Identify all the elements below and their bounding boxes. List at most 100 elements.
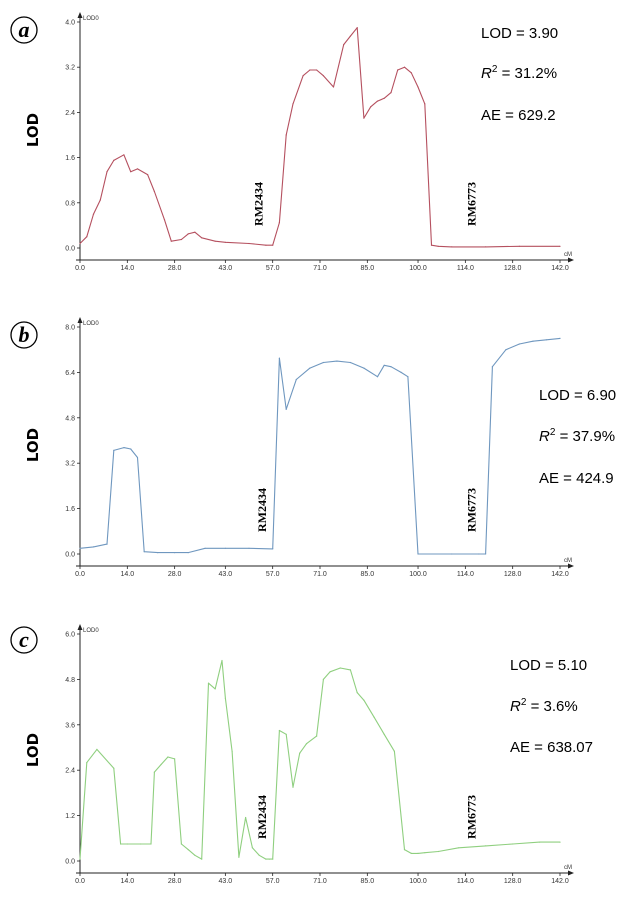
lod-curve-point xyxy=(248,242,250,245)
lod-curve-point xyxy=(343,44,345,46)
lod-curve-point xyxy=(322,678,324,681)
lod-curve-point xyxy=(278,729,280,732)
lod-curve-point xyxy=(79,858,81,860)
ae-value: AE = 424.9 xyxy=(539,470,614,487)
lod-curve-point xyxy=(400,371,402,373)
lod-curve-point xyxy=(485,553,487,555)
lod-curve-point xyxy=(187,233,189,235)
lod-curve-point xyxy=(272,244,274,246)
axis-corner-label: LOD0 xyxy=(83,628,99,634)
x-tick-label: 85.0 xyxy=(361,571,375,578)
panel-letter-circle xyxy=(10,16,38,44)
lod-curve-point xyxy=(224,241,226,243)
lod-curve-point xyxy=(349,361,351,364)
x-tick-label: 142.0 xyxy=(551,878,569,885)
x-tick-label: 142.0 xyxy=(551,571,569,578)
lod-curve-point xyxy=(383,733,385,735)
lod-curve-point xyxy=(356,27,358,29)
lod-curve-point xyxy=(322,75,324,77)
lod-curve-point xyxy=(458,847,460,849)
y-tick-label: 6.0 xyxy=(65,632,75,639)
lod-curve-line xyxy=(79,27,560,248)
lod-curve-point xyxy=(505,349,507,351)
lod-curve-point xyxy=(265,858,267,860)
lod-curve-point xyxy=(167,756,169,758)
lod-curve-point xyxy=(248,547,250,549)
lod-curve-point xyxy=(424,852,426,854)
lod-curve-line xyxy=(79,659,560,860)
x-tick-label: 71.0 xyxy=(313,571,327,578)
lod-curve-point xyxy=(130,448,132,450)
x-tick-label: 0.0 xyxy=(75,878,85,885)
lod-curve-point xyxy=(170,240,172,242)
lod-curve-point xyxy=(299,752,301,754)
y-tick-label: 8.0 xyxy=(65,325,75,332)
x-tick-label: 14.0 xyxy=(121,571,135,578)
chart-panel-c: c LOD LOD0 cM 0.0 1.2 2.4 3.6 4.8 6.0 0.0 14.0 28.0 4… xyxy=(10,624,593,885)
x-tick-label: 71.0 xyxy=(313,265,327,272)
x-tick-label: 28.0 xyxy=(168,571,182,578)
lod-curve-point xyxy=(86,762,88,764)
x-tick-label: 85.0 xyxy=(361,265,375,272)
lod-curve-point xyxy=(123,447,125,449)
lod-curve-point xyxy=(136,456,139,459)
lod-curve-point xyxy=(417,553,419,555)
lod-curve-point xyxy=(383,97,385,99)
lod-curve-line xyxy=(79,337,561,555)
lod-curve-point xyxy=(376,376,379,378)
lod-curve-point xyxy=(160,763,162,766)
x-tick-label: 14.0 xyxy=(121,878,135,885)
lod-curve-point xyxy=(113,449,115,451)
y-tick-label: 2.4 xyxy=(65,110,75,117)
x-axis-arrow xyxy=(568,563,574,569)
x-tick-label: 128.0 xyxy=(504,571,522,578)
lod-curve-point xyxy=(332,86,335,88)
lod-curve-point xyxy=(163,219,166,221)
lod-curve-point xyxy=(174,552,176,554)
lod-curve-point xyxy=(545,339,548,341)
lod-curve-point xyxy=(305,743,308,745)
lod-curve-point xyxy=(201,237,203,239)
lod-curve-point xyxy=(130,171,132,173)
y-tick-label: 2.4 xyxy=(65,768,75,775)
lod-curve-point xyxy=(224,547,226,549)
lod-curve-point xyxy=(424,103,426,105)
lod-curve-point xyxy=(339,667,341,669)
x-tick-label: 57.0 xyxy=(266,878,280,885)
lod-curve-point xyxy=(370,106,372,108)
x-tick-label: 28.0 xyxy=(168,878,182,885)
lod-curve-point xyxy=(265,244,267,246)
y-tick-label: 0.0 xyxy=(65,246,75,253)
ae-value: AE = 629.2 xyxy=(481,107,556,124)
lod-curve-point xyxy=(214,688,216,690)
lod-curve-point xyxy=(106,543,108,545)
lod-curve-point xyxy=(316,69,318,71)
x-tick-label: 14.0 xyxy=(121,265,135,272)
lod-curve-point xyxy=(309,367,311,369)
panel-letter-circle xyxy=(10,321,38,349)
panel-letter: a xyxy=(19,17,30,42)
lod-curve-point xyxy=(180,238,182,241)
lod-curve-point xyxy=(96,748,98,751)
lod-curve-point xyxy=(120,843,122,845)
lod-curve-point xyxy=(417,852,419,855)
x-tick-label: 28.0 xyxy=(168,265,182,272)
y-tick-label: 1.6 xyxy=(65,155,75,162)
lod-curve-point xyxy=(397,69,399,71)
chart-panel-b: b LOD LOD0 cM 0.0 1.6 3.2 4.8 6.4 8.0 0.0 14.0 28.0 4… xyxy=(10,317,616,578)
lod-curve-point xyxy=(518,343,521,345)
x-tick-label: 85.0 xyxy=(361,878,375,885)
lod-curve-point xyxy=(106,171,108,173)
marker-label-rm2434: RM2434 xyxy=(252,182,266,226)
x-tick-label: 128.0 xyxy=(504,265,522,272)
x-tick-label: 57.0 xyxy=(266,265,280,272)
lod-curve-point xyxy=(390,366,392,368)
lod-curve-point xyxy=(187,552,189,554)
lod-curve-point xyxy=(245,816,247,819)
lod-curve-point xyxy=(390,92,392,94)
ae-value: AE = 638.07 xyxy=(510,739,593,756)
lod-curve-point xyxy=(539,841,541,843)
lod-curve-point xyxy=(309,69,311,71)
lod-curve-point xyxy=(207,682,210,684)
